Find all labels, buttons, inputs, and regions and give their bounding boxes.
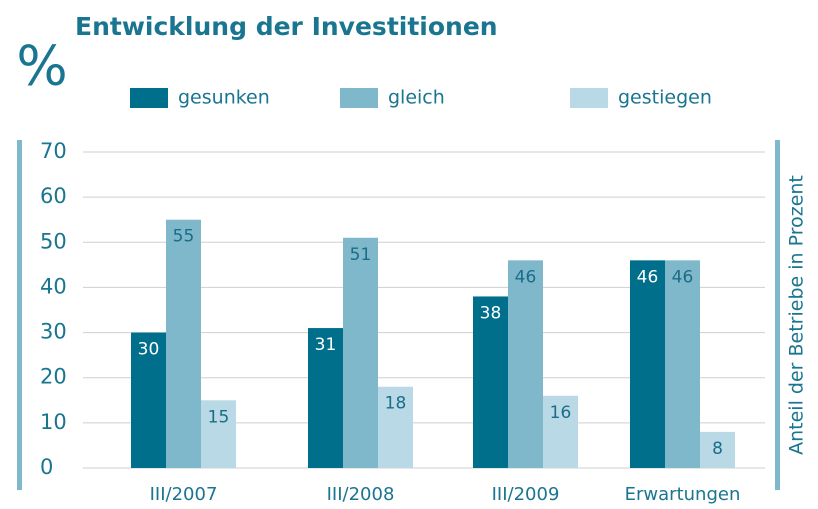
- right-bar-decoration: [775, 140, 780, 490]
- bar: [378, 386, 413, 468]
- legend-swatch: [130, 88, 168, 108]
- bar: [665, 260, 700, 468]
- x-tick-label: III/2009: [492, 484, 560, 505]
- y-tick-label: 40: [40, 274, 67, 298]
- chart-title: Entwicklung der Investitionen: [75, 12, 498, 41]
- y-tick-label: 10: [40, 410, 67, 434]
- legend-swatch: [340, 88, 378, 108]
- value-label: 30: [138, 340, 160, 360]
- bar: [473, 296, 508, 468]
- value-label: 16: [550, 403, 572, 423]
- value-label: 46: [637, 267, 659, 287]
- bar: [343, 237, 378, 468]
- left-bar-decoration: [17, 140, 22, 490]
- bar: [201, 400, 236, 468]
- legend-label: gesunken: [178, 87, 270, 109]
- value-label: 46: [672, 267, 694, 287]
- unit-label: %: [16, 35, 67, 98]
- x-tick-label: III/2008: [327, 484, 395, 505]
- bar: [630, 260, 665, 468]
- value-label: 8: [712, 439, 723, 459]
- y-tick-label: 50: [40, 229, 67, 253]
- legend-swatch: [570, 88, 608, 108]
- value-label: 55: [173, 227, 195, 247]
- x-tick-label: III/2007: [150, 484, 218, 505]
- bar: [131, 332, 166, 468]
- y-tick-label: 60: [40, 184, 67, 208]
- y-tick-label: 30: [40, 320, 67, 344]
- y-tick-label: 70: [40, 139, 67, 163]
- value-label: 38: [480, 303, 502, 323]
- value-label: 18: [385, 394, 407, 414]
- y-tick-label: 20: [40, 365, 67, 389]
- bar: [700, 431, 735, 468]
- value-label: 31: [315, 335, 337, 355]
- x-tick-label: Erwartungen: [625, 484, 741, 505]
- value-label: 51: [350, 245, 372, 265]
- y-tick-label: 0: [40, 455, 53, 479]
- bar: [508, 260, 543, 468]
- value-label: 15: [208, 407, 230, 427]
- bar: [308, 328, 343, 468]
- legend-label: gestiegen: [618, 87, 712, 109]
- value-label: 46: [515, 267, 537, 287]
- y-axis-label: Anteil der Betriebe in Prozent: [786, 175, 808, 455]
- bar: [543, 395, 578, 468]
- bar: [166, 219, 201, 468]
- legend-label: gleich: [388, 87, 445, 109]
